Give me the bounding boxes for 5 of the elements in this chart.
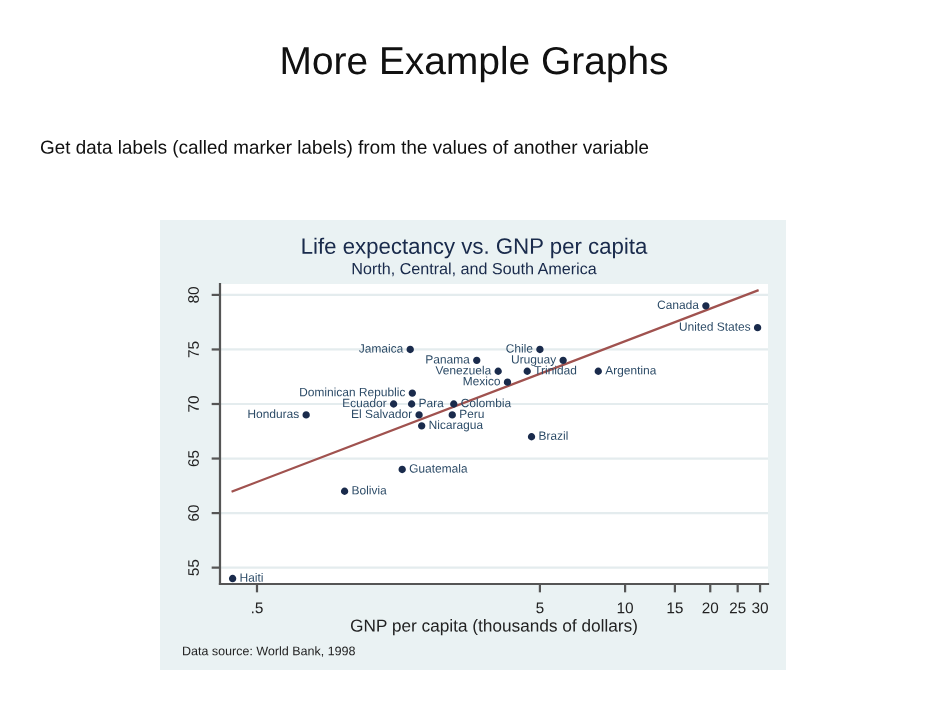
chart-subtitle: North, Central, and South America (352, 262, 597, 277)
text: Get data labels (called marker labels) from the values of another variable (40, 140, 649, 158)
x-axis-title: GNP per capita (thousands of dollars) (350, 619, 637, 636)
text: More Example Graphs (282, 45, 668, 83)
chart-title: Life expectancy vs. GNP per capita (302, 237, 648, 259)
